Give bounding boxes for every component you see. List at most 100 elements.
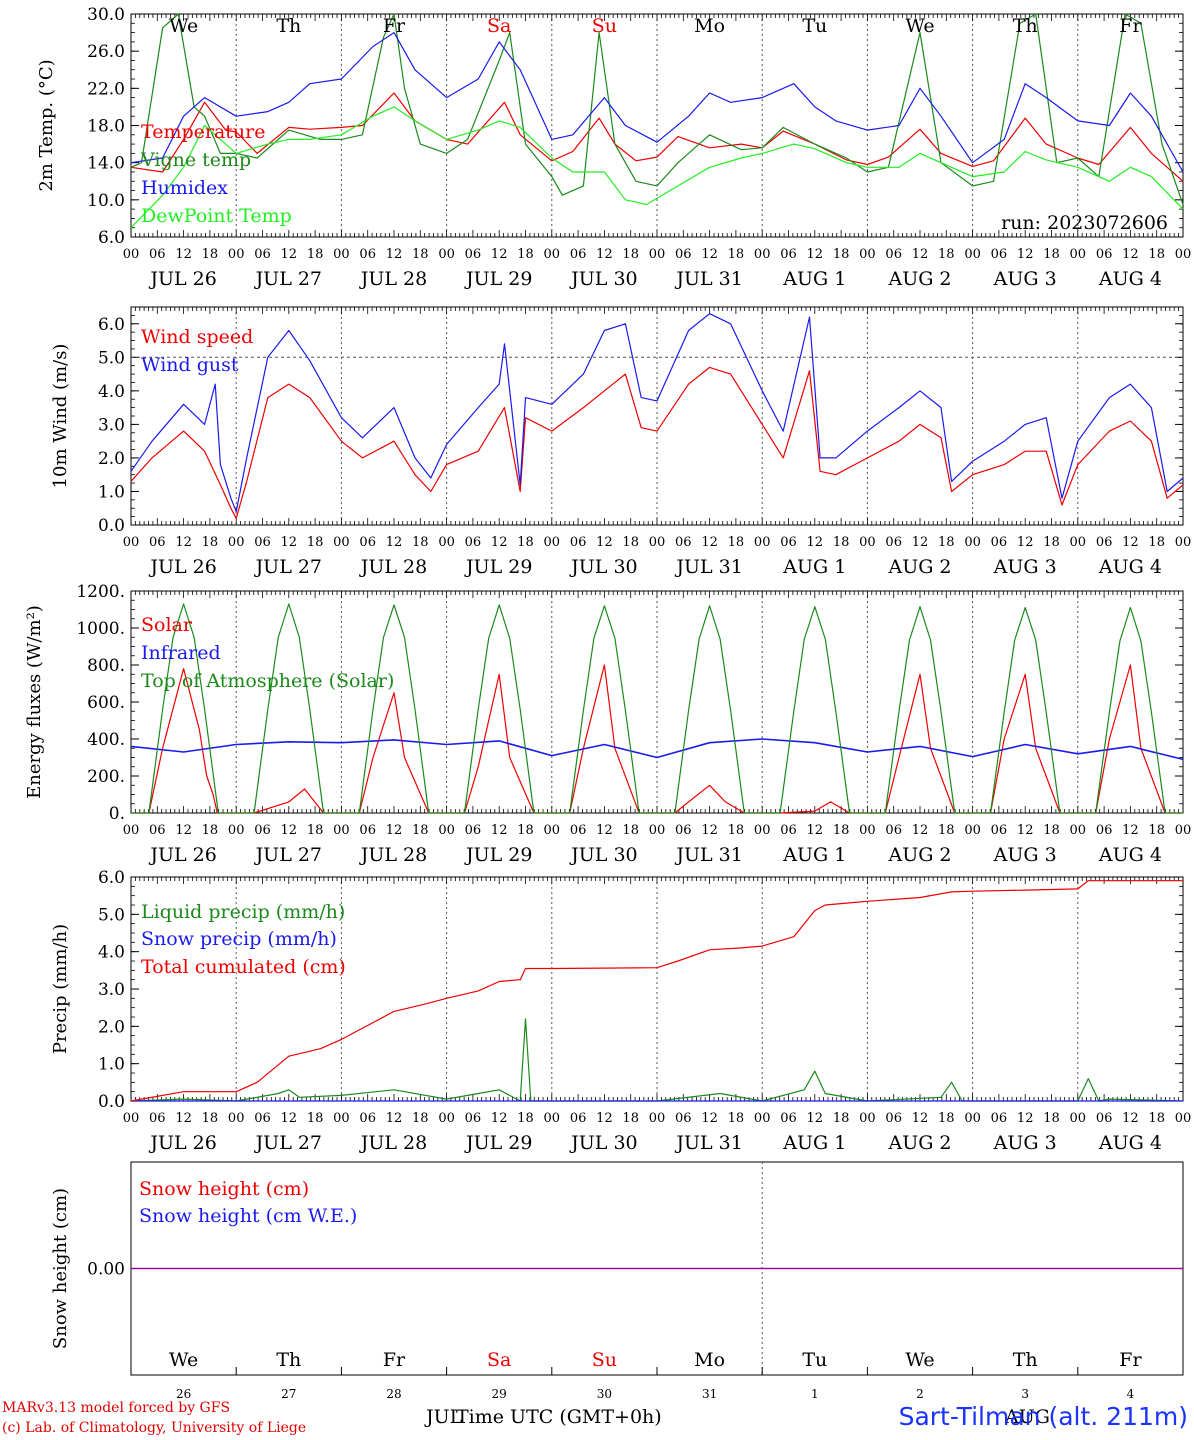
y-tick-label: 0.0 bbox=[98, 1092, 125, 1112]
date-label: JUL 30 bbox=[569, 556, 637, 578]
y-axis-label: 10m Wind (m/s) bbox=[50, 344, 71, 489]
y-tick-label: 18.0 bbox=[87, 117, 125, 137]
hour-tick-label: 06 bbox=[570, 823, 587, 838]
day-number-label: 29 bbox=[492, 1387, 507, 1401]
y-tick-label: 3.0 bbox=[98, 415, 125, 435]
hour-tick-label: 12 bbox=[596, 1111, 613, 1126]
hour-tick-label: 00 bbox=[754, 1111, 771, 1126]
hour-tick-label: 00 bbox=[754, 247, 771, 262]
legend-entry: Snow precip (mm/h) bbox=[141, 928, 337, 950]
hour-tick-label: 00 bbox=[859, 1111, 876, 1126]
hour-tick-label: 18 bbox=[833, 823, 850, 838]
hour-tick-label: 06 bbox=[885, 535, 902, 550]
y-tick-label: 0.00 bbox=[87, 1260, 125, 1280]
hour-tick-label: 12 bbox=[701, 535, 718, 550]
hour-tick-label: 12 bbox=[1017, 1111, 1034, 1126]
hour-tick-label: 18 bbox=[622, 1111, 639, 1126]
date-label: JUL 28 bbox=[359, 1132, 427, 1154]
hour-tick-label: 12 bbox=[386, 247, 403, 262]
date-label: AUG 3 bbox=[993, 1132, 1057, 1154]
y-axis-label: Snow height (cm) bbox=[50, 1188, 71, 1349]
hour-tick-label: 12 bbox=[701, 247, 718, 262]
hour-tick-label: 00 bbox=[964, 535, 981, 550]
hour-tick-label: 18 bbox=[1148, 823, 1165, 838]
series-line-2-2 bbox=[130, 313, 1184, 513]
hour-tick-label: 12 bbox=[175, 247, 192, 262]
hour-tick-label: 18 bbox=[1043, 535, 1060, 550]
run-label: run: 2023072606 bbox=[1001, 212, 1168, 234]
date-label: JUL 27 bbox=[254, 844, 322, 866]
hour-tick-label: 00 bbox=[859, 247, 876, 262]
hour-tick-label: 18 bbox=[622, 535, 639, 550]
date-label: JUL 29 bbox=[464, 844, 532, 866]
hour-tick-label: 06 bbox=[149, 1111, 166, 1126]
y-tick-label: 10.0 bbox=[87, 191, 125, 211]
y-tick-label: 6.0 bbox=[98, 315, 125, 335]
hour-tick-label: 00 bbox=[123, 247, 140, 262]
hour-tick-label: 18 bbox=[307, 1111, 324, 1126]
hour-tick-label: 00 bbox=[1175, 247, 1192, 262]
hour-tick-label: 18 bbox=[1043, 823, 1060, 838]
y-tick-label: 6.0 bbox=[98, 868, 125, 888]
hour-tick-label: 06 bbox=[885, 823, 902, 838]
hour-tick-label: 18 bbox=[938, 247, 955, 262]
date-label: AUG 3 bbox=[993, 844, 1057, 866]
hour-tick-label: 12 bbox=[386, 823, 403, 838]
date-label: AUG 4 bbox=[1098, 1132, 1162, 1154]
date-label: JUL 27 bbox=[254, 556, 322, 578]
legend-entry: Infrared bbox=[141, 642, 221, 664]
hour-tick-label: 18 bbox=[202, 1111, 219, 1126]
y-tick-label: 5.0 bbox=[98, 348, 125, 368]
series-line-3-3 bbox=[131, 603, 1183, 814]
y-tick-label: 200. bbox=[87, 767, 125, 787]
hour-tick-label: 06 bbox=[359, 823, 376, 838]
hour-tick-label: 00 bbox=[228, 535, 245, 550]
hour-tick-label: 06 bbox=[359, 1111, 376, 1126]
weekday-label: Th bbox=[1013, 15, 1038, 37]
y-tick-label: 4.0 bbox=[98, 943, 125, 963]
hour-tick-label: 18 bbox=[202, 535, 219, 550]
hour-tick-label: 12 bbox=[386, 1111, 403, 1126]
hour-tick-label: 06 bbox=[675, 823, 692, 838]
date-label: JUL 31 bbox=[674, 1132, 742, 1154]
series-line-1-3 bbox=[130, 31, 1184, 173]
hour-tick-label: 18 bbox=[938, 823, 955, 838]
hour-tick-label: 06 bbox=[1096, 823, 1113, 838]
hour-tick-label: 00 bbox=[438, 1111, 455, 1126]
y-tick-label: 1.0 bbox=[98, 482, 125, 502]
hour-tick-label: 12 bbox=[807, 1111, 824, 1126]
hour-tick-label: 00 bbox=[1070, 247, 1087, 262]
hour-tick-label: 18 bbox=[1148, 1111, 1165, 1126]
date-label: JUL 26 bbox=[148, 268, 216, 290]
date-label: JUL 26 bbox=[148, 1132, 216, 1154]
hour-tick-label: 06 bbox=[359, 247, 376, 262]
hour-tick-label: 12 bbox=[1122, 247, 1139, 262]
hour-tick-label: 06 bbox=[1096, 535, 1113, 550]
weekday-label: Su bbox=[592, 1349, 617, 1371]
weekday-label: Th bbox=[276, 15, 301, 37]
legend-entry: Vigne temp bbox=[140, 149, 251, 171]
legend-entry: Humidex bbox=[141, 177, 228, 199]
hour-tick-label: 00 bbox=[544, 535, 561, 550]
hour-tick-label: 06 bbox=[149, 823, 166, 838]
legend-entry: Top of Atmosphere (Solar) bbox=[141, 670, 394, 692]
hour-tick-label: 12 bbox=[1017, 247, 1034, 262]
date-label: JUL 30 bbox=[569, 268, 637, 290]
hour-tick-label: 06 bbox=[465, 1111, 482, 1126]
weekday-label: Fr bbox=[1119, 1349, 1142, 1371]
date-label: AUG 2 bbox=[887, 844, 951, 866]
hour-tick-label: 12 bbox=[281, 535, 298, 550]
hour-tick-label: 18 bbox=[517, 823, 534, 838]
hour-tick-label: 00 bbox=[544, 823, 561, 838]
hour-tick-label: 00 bbox=[333, 823, 350, 838]
hour-tick-label: 12 bbox=[175, 1111, 192, 1126]
day-number-label: 30 bbox=[597, 1387, 612, 1401]
hour-tick-label: 00 bbox=[228, 823, 245, 838]
y-tick-label: 14.0 bbox=[87, 154, 125, 174]
hour-tick-label: 18 bbox=[307, 247, 324, 262]
weekday-label: We bbox=[905, 1349, 934, 1371]
date-label: AUG 3 bbox=[993, 556, 1057, 578]
y-tick-label: 0.0 bbox=[98, 516, 125, 536]
hour-tick-label: 18 bbox=[938, 535, 955, 550]
weekday-label: Mo bbox=[694, 1349, 725, 1371]
